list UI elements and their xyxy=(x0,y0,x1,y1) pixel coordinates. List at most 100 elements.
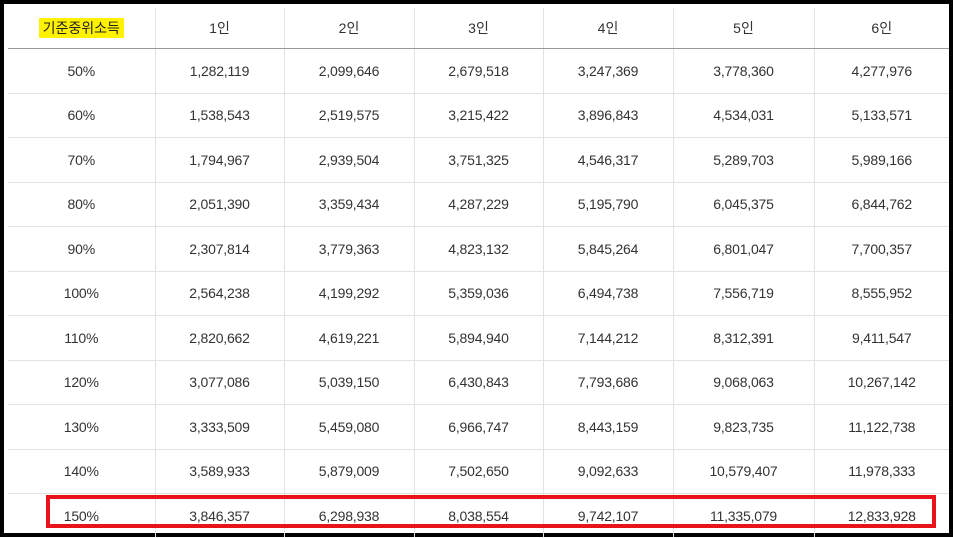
income-value-cell: 8,443,159 xyxy=(543,404,674,450)
column-header-4-person: 4인 xyxy=(543,8,674,49)
column-header-label: 기준중위소득 xyxy=(8,8,156,49)
income-value-cell: 10,267,142 xyxy=(814,360,949,405)
income-value-cell: 2,564,238 xyxy=(155,271,285,316)
table-row: 90% 2,307,814 3,779,363 4,823,132 5,845,264 6… xyxy=(8,226,949,272)
row-percent-cell: 150% xyxy=(8,493,156,538)
income-value-cell: 3,778,360 xyxy=(673,48,815,94)
row-percent-cell: 90% xyxy=(8,226,156,272)
income-value-cell: 12,833,928 xyxy=(847,507,916,524)
row-percent-cell: 100% xyxy=(8,271,156,316)
income-value-cell: 3,077,086 xyxy=(155,360,285,405)
income-value-cell: 4,619,221 xyxy=(284,315,415,361)
income-value-cell: 1,282,119 xyxy=(155,48,285,94)
income-value-cell: 5,894,940 xyxy=(414,315,544,361)
income-value-cell: 5,039,150 xyxy=(284,360,415,405)
column-header-1-person: 1인 xyxy=(155,8,285,49)
income-value-cell: 4,199,292 xyxy=(284,271,415,316)
income-value-cell: 11,335,079 xyxy=(673,493,815,538)
row-percent-cell: 80% xyxy=(8,182,156,227)
table-row: 50% 1,282,119 2,099,646 2,679,518 3,247,369 3… xyxy=(8,48,949,94)
income-value-cell: 6,298,938 xyxy=(284,493,415,538)
income-value-cell: 9,411,547 xyxy=(814,315,949,361)
income-value-cell: 5,879,009 xyxy=(284,449,415,494)
income-value-cell: 4,546,317 xyxy=(543,137,674,183)
column-header-6-person: 6인 xyxy=(814,8,949,49)
row-percent-cell: 50% xyxy=(8,48,156,94)
income-value-cell: 11,978,333 xyxy=(814,449,949,494)
column-header-3-person: 3인 xyxy=(414,8,544,49)
income-value-cell: 6,045,375 xyxy=(673,182,815,227)
table-header-row: 기준중위소득 1인 2인 3인 4인 5인 6인 xyxy=(8,8,949,49)
income-value-cell: 1,538,543 xyxy=(155,93,285,138)
table-row: 60% 1,538,543 2,519,575 3,215,422 3,896,843 4… xyxy=(8,93,949,138)
row-percent-cell: 130% xyxy=(8,404,156,450)
table-row: 150% 3,846,357 6,298,938 8,038,554 9,742,107… xyxy=(8,493,949,538)
income-value-cell: 5,845,264 xyxy=(543,226,674,272)
income-value-cell: 5,195,790 xyxy=(543,182,674,227)
table-row: 130% 3,333,509 5,459,080 6,966,747 8,443,159… xyxy=(8,404,949,450)
income-value-cell: 2,519,575 xyxy=(284,93,415,138)
table-body: 50% 1,282,119 2,099,646 2,679,518 3,247,369 3… xyxy=(8,48,949,538)
income-value-cell: 3,215,422 xyxy=(414,93,544,138)
row-percent-cell: 120% xyxy=(8,360,156,405)
income-value-cell: 3,333,509 xyxy=(155,404,285,450)
table-row: 70% 1,794,967 2,939,504 3,751,325 4,546,317 5… xyxy=(8,137,949,183)
income-value-cell: 3,896,843 xyxy=(543,93,674,138)
income-value-cell: 10,579,407 xyxy=(673,449,815,494)
income-value-cell: 5,989,166 xyxy=(814,137,949,183)
income-value-cell: 5,133,571 xyxy=(814,93,949,138)
income-value-cell: 8,038,554 xyxy=(414,493,544,538)
row-percent-cell: 60% xyxy=(8,93,156,138)
income-value-cell: 4,534,031 xyxy=(673,93,815,138)
median-income-table: 기준중위소득 1인 2인 3인 4인 5인 6인 50% 1,282,119 2,0… xyxy=(8,8,949,538)
income-value-cell: 8,555,952 xyxy=(814,271,949,316)
income-value-cell: 2,099,646 xyxy=(284,48,415,94)
income-value-cell: 5,359,036 xyxy=(414,271,544,316)
income-value-cell: 4,287,229 xyxy=(414,182,544,227)
highlighted-header-label: 기준중위소득 xyxy=(38,18,124,38)
income-value-cell: 7,793,686 xyxy=(543,360,674,405)
income-value-cell: 9,068,063 xyxy=(673,360,815,405)
column-header-5-person: 5인 xyxy=(673,8,815,49)
table-row: 110% 2,820,662 4,619,221 5,894,940 7,144,212… xyxy=(8,315,949,361)
row-percent-cell: 140% xyxy=(8,449,156,494)
income-value-cell: 2,307,814 xyxy=(155,226,285,272)
income-value-cell: 5,289,703 xyxy=(673,137,815,183)
income-value-cell: 7,144,212 xyxy=(543,315,674,361)
table-row: 140% 3,589,933 5,879,009 7,502,650 9,092,633… xyxy=(8,449,949,494)
table-row: 80% 2,051,390 3,359,434 4,287,229 5,195,790 6… xyxy=(8,182,949,227)
income-value-cell: 7,700,357 xyxy=(814,226,949,272)
income-value-cell: 6,801,047 xyxy=(673,226,815,272)
income-value-cell: 3,846,357 xyxy=(155,493,285,538)
table-row: 120% 3,077,086 5,039,150 6,430,843 7,793,686… xyxy=(8,360,949,405)
income-value-cell: 3,779,363 xyxy=(284,226,415,272)
income-value-cell: 1,794,967 xyxy=(155,137,285,183)
income-value-cell: 7,556,719 xyxy=(673,271,815,316)
income-value-cell: 8,312,391 xyxy=(673,315,815,361)
income-value-cell: 6,430,843 xyxy=(414,360,544,405)
income-value-cell: 6,966,747 xyxy=(414,404,544,450)
income-value-cell: 4,277,976 xyxy=(814,48,949,94)
table-row: 100% 2,564,238 4,199,292 5,359,036 6,494,738… xyxy=(8,271,949,316)
column-header-2-person: 2인 xyxy=(284,8,415,49)
income-value-cell: 5,459,080 xyxy=(284,404,415,450)
income-value-cell: 2,051,390 xyxy=(155,182,285,227)
income-value-cell: 6,494,738 xyxy=(543,271,674,316)
income-value-cell: 3,751,325 xyxy=(414,137,544,183)
income-value-cell: 9,823,735 xyxy=(673,404,815,450)
income-value-cell: 6,844,762 xyxy=(814,182,949,227)
income-value-cell: 2,820,662 xyxy=(155,315,285,361)
income-value-cell: 3,359,434 xyxy=(284,182,415,227)
income-value-cell: 9,092,633 xyxy=(543,449,674,494)
row-percent-cell: 70% xyxy=(8,137,156,183)
income-value-cell: 9,742,107 xyxy=(543,493,674,538)
income-value-cell: 2,939,504 xyxy=(284,137,415,183)
income-value-cell: 3,589,933 xyxy=(155,449,285,494)
income-value-cell: 4,823,132 xyxy=(414,226,544,272)
income-value-cell: 7,502,650 xyxy=(414,449,544,494)
income-value-cell: 3,247,369 xyxy=(543,48,674,94)
income-value-cell: 2,679,518 xyxy=(414,48,544,94)
income-value-cell: 11,122,738 xyxy=(814,404,949,450)
row-percent-cell: 110% xyxy=(8,315,156,361)
